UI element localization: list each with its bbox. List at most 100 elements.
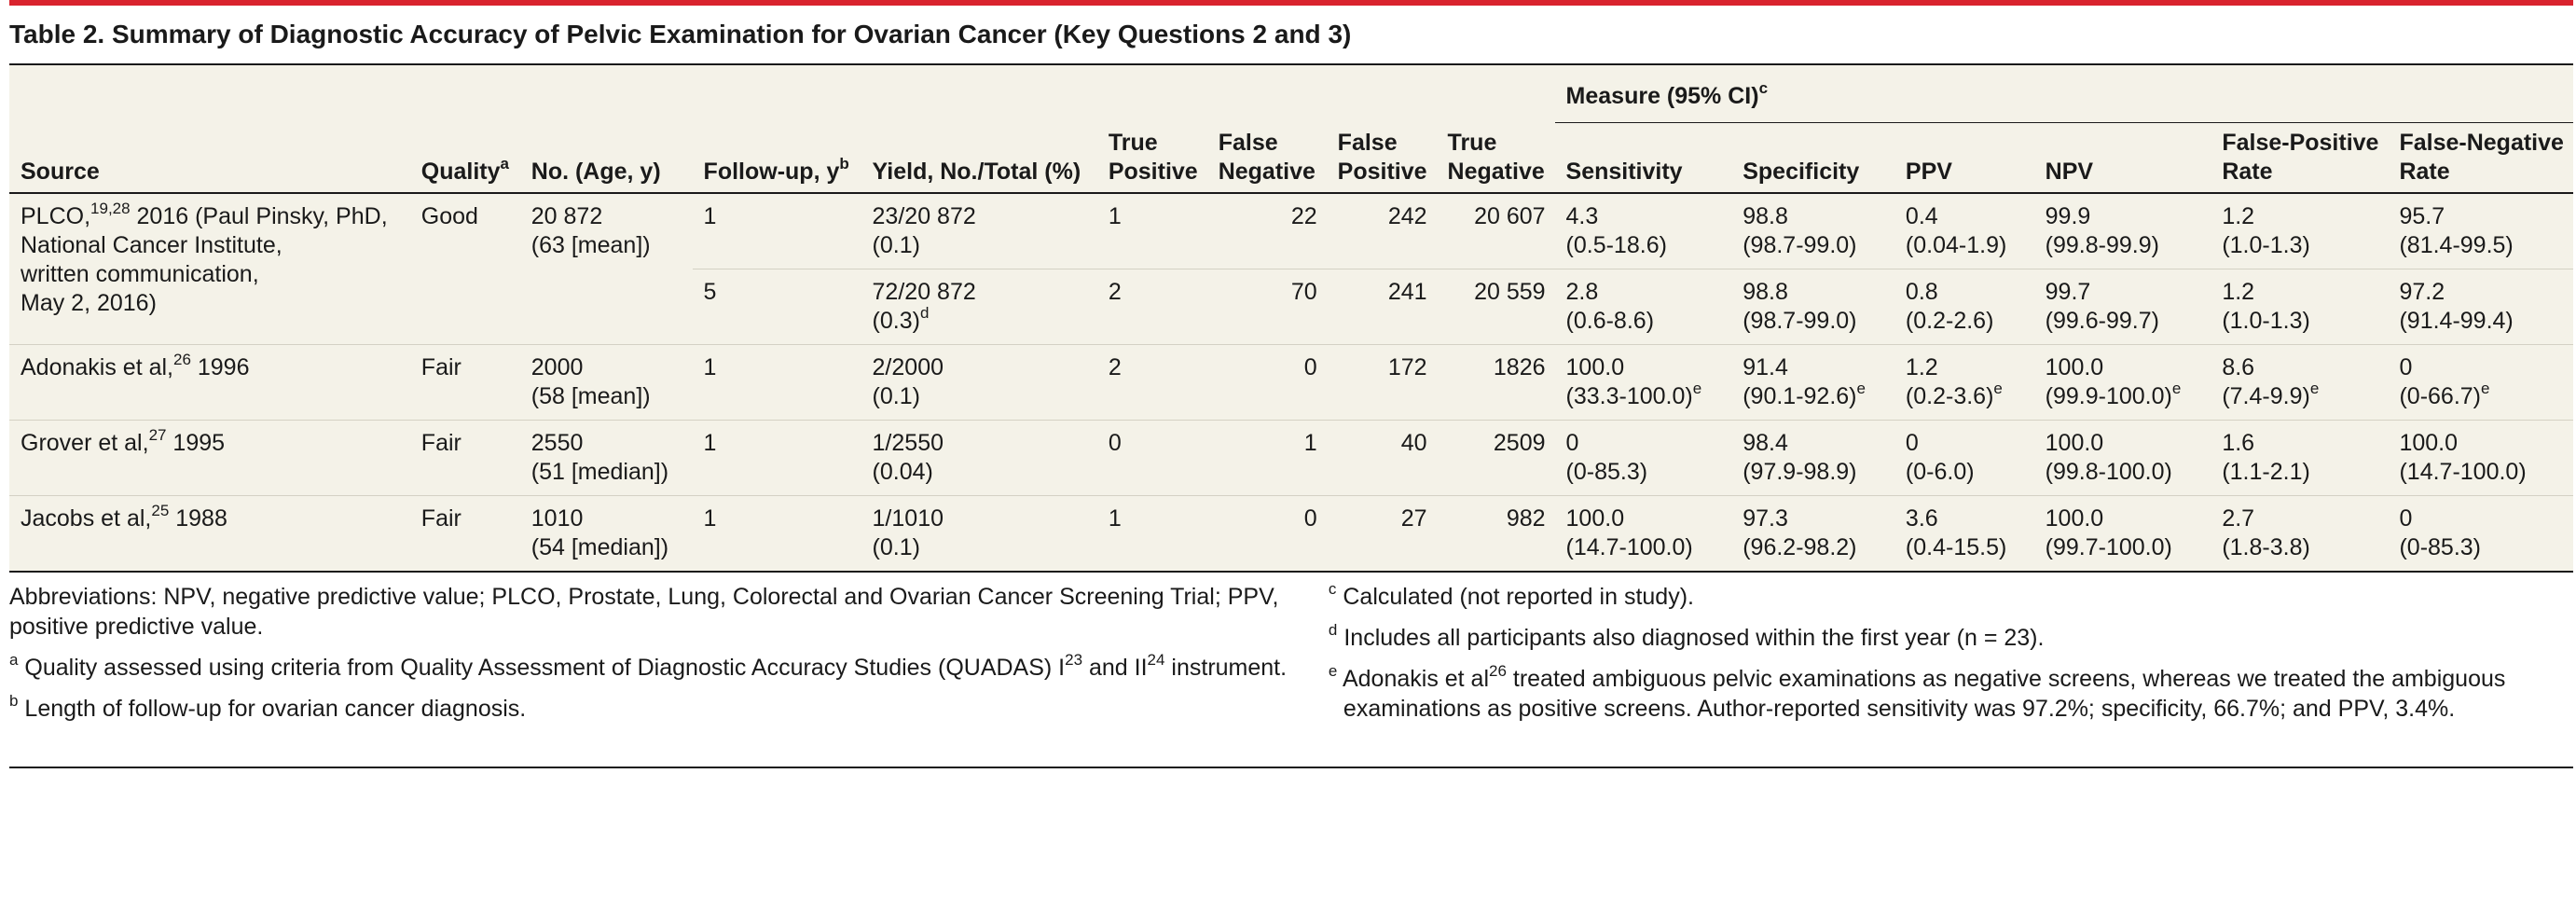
no-age-cell: 1010 (54 [median]): [519, 495, 693, 573]
tn-cell: 2509: [1436, 420, 1555, 496]
footnote-a: a Quality assessed using criteria from Q…: [9, 650, 1288, 681]
specificity-cell: 91.4 (90.1-92.6)e: [1731, 344, 1894, 421]
ppv-cell: 0 (0-6.0): [1894, 420, 2034, 496]
fpr-cell: 2.7 (1.8-3.8): [2211, 495, 2389, 573]
footnotes-right: c Calculated (not reported in study). d …: [1328, 579, 2573, 735]
npv-cell: 100.0 (99.7-100.0): [2033, 495, 2211, 573]
footnote-e: e Adonakis et al26 treated ambiguous pel…: [1328, 661, 2506, 722]
fn-cell: 0: [1206, 495, 1327, 573]
npv-cell: 100.0 (99.9-100.0)e: [2033, 344, 2211, 421]
tp-cell: 2: [1096, 344, 1207, 421]
quality-cell: Fair: [409, 495, 520, 573]
fn-cell: 70: [1206, 269, 1327, 345]
col-false-positive-rate: False-Positive Rate: [2211, 122, 2389, 194]
abbreviations-note: Abbreviations: NPV, negative predictive …: [9, 584, 1279, 640]
quality-cell: Good: [409, 192, 520, 345]
specificity-cell: 98.8 (98.7-99.0): [1731, 192, 1894, 269]
ppv-cell: 0.4 (0.04-1.9): [1894, 192, 2034, 269]
col-yield: Yield, No./Total (%): [861, 122, 1097, 194]
col-false-negative-rate: False-Negative Rate: [2388, 122, 2573, 194]
npv-cell: 100.0 (99.8-100.0): [2033, 420, 2211, 496]
col-false-negative: False Negative: [1206, 122, 1327, 194]
col-specificity: Specificity: [1731, 122, 1894, 194]
fp-cell: 241: [1326, 269, 1437, 345]
sensitivity-cell: 4.3 (0.5-18.6): [1554, 192, 1732, 269]
footnote-c: c Calculated (not reported in study).: [1328, 579, 1694, 610]
yield-cell: 23/20 872 (0.1): [861, 192, 1097, 269]
footnote-b: b Length of follow-up for ovarian cancer…: [9, 691, 527, 722]
npv-cell: 99.9 (99.8-99.9): [2033, 192, 2211, 269]
ppv-cell: 0.8 (0.2-2.6): [1894, 269, 2034, 345]
fn-cell: 22: [1206, 192, 1327, 269]
followup-cell: 1: [692, 495, 861, 573]
specificity-cell: 97.3 (96.2-98.2): [1731, 495, 1894, 573]
col-followup: Follow-up, yb: [692, 122, 861, 194]
no-age-cell: 2000 (58 [mean]): [519, 344, 693, 421]
followup-cell: 5: [692, 269, 861, 345]
table-row: Jacobs et al,25 1988 Fair 1010 (54 [media…: [9, 495, 2573, 573]
fnr-cell: 100.0 (14.7-100.0): [2388, 420, 2573, 496]
yield-cell: 2/2000 (0.1): [861, 344, 1097, 421]
fn-cell: 1: [1206, 420, 1327, 496]
yield-cell: 1/1010 (0.1): [861, 495, 1097, 573]
footnote-d: d Includes all participants also diagnos…: [1328, 620, 2045, 651]
sensitivity-cell: 0 (0-85.3): [1554, 420, 1732, 496]
source-cell: Grover et al,27 1995: [9, 420, 410, 496]
col-true-negative: True Negative: [1436, 122, 1555, 194]
npv-cell: 99.7 (99.6-99.7): [2033, 269, 2211, 345]
fpr-cell: 1.2 (1.0-1.3): [2211, 192, 2389, 269]
col-quality: Qualitya: [409, 122, 520, 194]
tp-cell: 2: [1096, 269, 1207, 345]
no-age-cell: 20 872 (63 [mean]): [519, 192, 693, 345]
fp-cell: 172: [1326, 344, 1437, 421]
quality-cell: Fair: [409, 420, 520, 496]
top-accent-rule: [9, 0, 2573, 6]
fnr-cell: 0 (0-66.7)e: [2388, 344, 2573, 421]
fpr-cell: 1.2 (1.0-1.3): [2211, 269, 2389, 345]
col-no-age: No. (Age, y): [519, 122, 693, 194]
fnr-cell: 0 (0-85.3): [2388, 495, 2573, 573]
specificity-cell: 98.4 (97.9-98.9): [1731, 420, 1894, 496]
fp-cell: 242: [1326, 192, 1437, 269]
followup-cell: 1: [692, 420, 861, 496]
tp-cell: 0: [1096, 420, 1207, 496]
measure-group-header: Measure (95% CI)c: [1554, 65, 2573, 123]
fp-cell: 27: [1326, 495, 1437, 573]
quality-cell: Fair: [409, 344, 520, 421]
sensitivity-cell: 2.8 (0.6-8.6): [1554, 269, 1732, 345]
article-page: Table 2. Summary of Diagnostic Accuracy …: [9, 0, 2573, 735]
tn-cell: 20 559: [1436, 269, 1555, 345]
bottom-rule: [9, 767, 2573, 768]
col-false-positive: False Positive: [1326, 122, 1437, 194]
table-footnotes: Abbreviations: NPV, negative predictive …: [9, 579, 2573, 735]
col-npv: NPV: [2033, 122, 2211, 194]
fn-cell: 0: [1206, 344, 1327, 421]
tn-cell: 982: [1436, 495, 1555, 573]
tn-cell: 1826: [1436, 344, 1555, 421]
diagnostic-accuracy-table: Measure (95% CI)c Source Qualitya No. (A…: [9, 65, 2573, 573]
fpr-cell: 8.6 (7.4-9.9)e: [2211, 344, 2389, 421]
table-row: Adonakis et al,26 1996 Fair 2000 (58 [mea…: [9, 344, 2573, 421]
table-row: PLCO,19,28 2016 (Paul Pinsky, PhD, Natio…: [9, 192, 2573, 345]
yield-cell: 1/2550 (0.04): [861, 420, 1097, 496]
col-source: Source: [9, 122, 410, 194]
table-title: Table 2. Summary of Diagnostic Accuracy …: [9, 19, 2573, 65]
col-ppv: PPV: [1894, 122, 2034, 194]
ppv-cell: 1.2 (0.2-3.6)e: [1894, 344, 2034, 421]
source-cell: Adonakis et al,26 1996: [9, 344, 410, 421]
table-row: Grover et al,27 1995 Fair 2550 (51 [media…: [9, 420, 2573, 496]
yield-cell: 72/20 872 (0.3)d: [861, 269, 1097, 345]
tp-cell: 1: [1096, 495, 1207, 573]
sensitivity-cell: 100.0 (14.7-100.0): [1554, 495, 1732, 573]
col-sensitivity: Sensitivity: [1554, 122, 1732, 194]
fp-cell: 40: [1326, 420, 1437, 496]
source-cell: Jacobs et al,25 1988: [9, 495, 410, 573]
fnr-cell: 95.7 (81.4-99.5): [2388, 192, 2573, 269]
source-cell: PLCO,19,28 2016 (Paul Pinsky, PhD, Natio…: [9, 192, 410, 345]
footnotes-left: Abbreviations: NPV, negative predictive …: [9, 582, 1291, 735]
specificity-cell: 98.8 (98.7-99.0): [1731, 269, 1894, 345]
tp-cell: 1: [1096, 192, 1207, 269]
followup-cell: 1: [692, 344, 861, 421]
no-age-cell: 2550 (51 [median]): [519, 420, 693, 496]
fnr-cell: 97.2 (91.4-99.4): [2388, 269, 2573, 345]
